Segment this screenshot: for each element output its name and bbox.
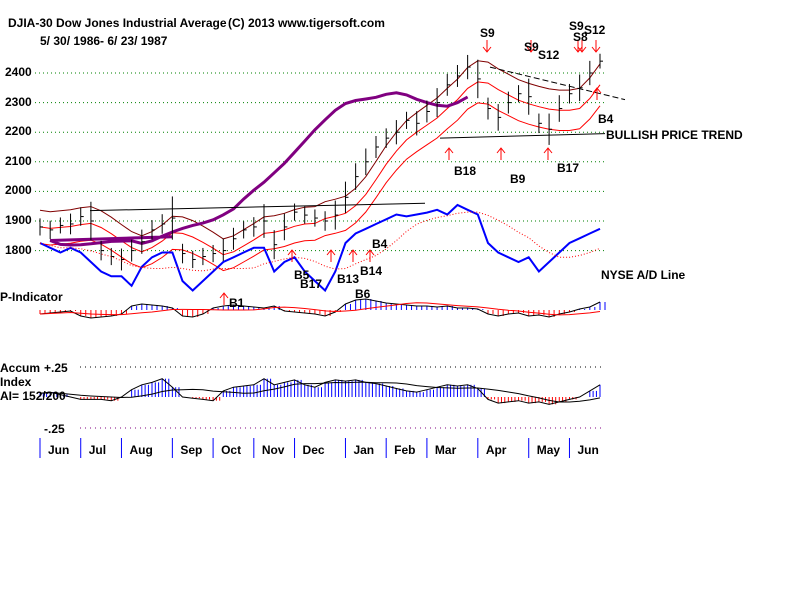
signal-b17: B17 <box>557 161 580 175</box>
index-label: Index <box>0 375 32 389</box>
x-tick-label: May <box>536 443 561 457</box>
p-indicator-ma <box>39 302 601 316</box>
x-tick-label: Mar <box>434 443 457 457</box>
signal-arrow-up <box>219 292 229 305</box>
signal-arrow-down <box>591 40 601 53</box>
date-range: 5/ 30/ 1986- 6/ 23/ 1987 <box>40 34 168 48</box>
x-tick-label: Jan <box>353 443 375 457</box>
downtrend-line <box>489 66 626 101</box>
signal-b5: B5 <box>294 268 310 282</box>
signal-b4: B4 <box>372 237 388 251</box>
signal-arrow-up <box>287 249 297 262</box>
resistance-line <box>89 202 426 212</box>
signal-b18: B18 <box>454 164 477 178</box>
ad-line-ma <box>39 211 601 272</box>
signal-s8: S8 <box>573 30 588 44</box>
x-tick-label: Nov <box>261 443 285 457</box>
y-tick-label: 2400 <box>5 65 32 79</box>
lower-band <box>39 102 601 272</box>
signal-s9: S9 <box>569 19 584 33</box>
copyright: (C) 2013 www.tigersoft.com <box>228 16 385 30</box>
accum-line <box>39 378 601 405</box>
ad-line <box>39 203 601 293</box>
x-tick-label: Oct <box>221 443 242 457</box>
x-tick-label: Jun <box>48 443 70 457</box>
y-tick-label: 2000 <box>5 183 32 198</box>
x-tick-label: Jul <box>88 443 107 457</box>
signal-arrow-up <box>592 87 602 100</box>
signal-b9: B9 <box>510 172 526 186</box>
trend-line <box>439 133 606 139</box>
moving-average-purple <box>49 91 469 247</box>
ai-label: AI= 152/200 <box>0 389 66 403</box>
ad-line-label: NYSE A/D Line <box>601 268 686 282</box>
signal-arrow-down <box>482 40 492 53</box>
x-tick-label: Dec <box>302 443 325 457</box>
x-tick-label: Aug <box>129 443 153 457</box>
ma-band <box>39 81 601 256</box>
accum-ytick-bottom: -.25 <box>44 422 65 436</box>
x-tick-label: Apr <box>485 443 507 457</box>
y-tick-label: 2300 <box>5 94 32 109</box>
signal-arrow-up <box>444 147 454 160</box>
signal-s12: S12 <box>584 23 606 37</box>
upper-band <box>39 60 601 240</box>
signal-arrow-down <box>573 40 583 53</box>
signal-arrow-down <box>577 40 587 53</box>
signal-b17: B17 <box>300 277 323 291</box>
signal-b1: B1 <box>229 296 245 310</box>
bullish-trend-label: BULLISH PRICE TREND <box>606 128 743 142</box>
signal-arrow-up <box>348 249 358 262</box>
y-tick-label: 2100 <box>5 153 32 168</box>
chart-title: DJIA-30 Dow Jones Industrial Average <box>8 16 227 30</box>
accum-label: Accum <box>0 361 41 375</box>
y-tick-label: 1900 <box>5 213 32 227</box>
signal-b4: B4 <box>598 112 614 126</box>
signal-arrow-up <box>543 147 553 160</box>
signal-s9: S9 <box>524 40 539 54</box>
signal-arrow-up <box>365 249 375 262</box>
y-tick-label: 1800 <box>5 242 32 257</box>
signal-b6: B6 <box>355 287 371 301</box>
x-tick-label: Jun <box>577 443 599 457</box>
signal-arrow-up <box>326 249 336 262</box>
y-tick-label: 2200 <box>5 124 32 139</box>
p-indicator-label: P-Indicator <box>0 290 63 304</box>
accum-ytick-top: +.25 <box>44 361 68 375</box>
signal-s9: S9 <box>480 26 495 40</box>
signal-arrow-down <box>526 40 536 53</box>
signal-b13: B13 <box>337 272 360 286</box>
x-tick-label: Feb <box>394 443 416 457</box>
accum-ma <box>39 381 601 403</box>
signal-s12: S12 <box>538 48 560 62</box>
x-tick-label: Sep <box>180 443 203 457</box>
signal-b14: B14 <box>360 264 383 278</box>
signal-arrow-up <box>496 147 506 160</box>
p-indicator-line <box>39 298 601 319</box>
